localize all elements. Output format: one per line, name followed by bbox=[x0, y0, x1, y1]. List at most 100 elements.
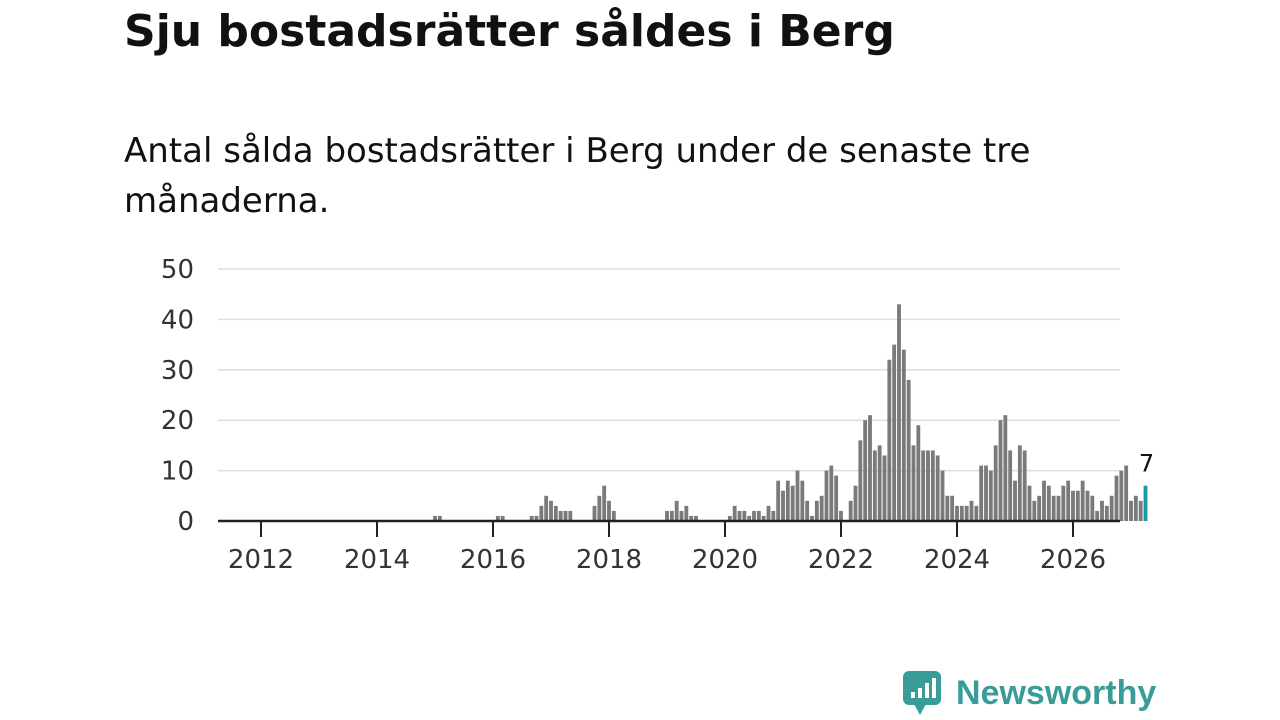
bar bbox=[863, 420, 868, 521]
bar bbox=[930, 450, 935, 521]
bar bbox=[1037, 495, 1042, 521]
bar bbox=[495, 515, 500, 521]
bar bbox=[1085, 490, 1090, 521]
bar bbox=[1114, 475, 1119, 521]
bar bbox=[776, 480, 781, 521]
bar bbox=[834, 475, 839, 521]
bar bbox=[665, 510, 669, 521]
bar bbox=[694, 515, 698, 521]
brand-name: Newsworthy bbox=[956, 673, 1157, 712]
bar bbox=[887, 359, 892, 521]
bar bbox=[674, 500, 679, 521]
page-title: Sju bostadsrätter såldes i Berg bbox=[124, 6, 895, 57]
bar bbox=[964, 505, 969, 521]
bar bbox=[858, 440, 863, 521]
bar bbox=[1143, 485, 1148, 521]
bar bbox=[607, 500, 611, 521]
data-label: 7 bbox=[1139, 450, 1154, 478]
bar bbox=[1133, 495, 1138, 521]
bar bbox=[790, 485, 795, 521]
x-tick-label: 2018 bbox=[576, 545, 642, 575]
bar bbox=[1129, 500, 1133, 521]
bar bbox=[901, 349, 906, 521]
bar bbox=[882, 455, 887, 521]
bar bbox=[868, 415, 872, 521]
bar bbox=[1022, 450, 1027, 521]
bar bbox=[539, 505, 544, 521]
bar bbox=[950, 495, 955, 521]
bar bbox=[795, 470, 800, 521]
bar bbox=[974, 505, 979, 521]
bar bbox=[1071, 490, 1075, 521]
bar bbox=[1042, 480, 1046, 521]
bar bbox=[689, 515, 694, 521]
bar bbox=[669, 510, 674, 521]
bar bbox=[921, 450, 926, 521]
bar bbox=[892, 344, 897, 521]
bar bbox=[1008, 450, 1013, 521]
bar bbox=[771, 510, 776, 521]
bar bbox=[737, 510, 742, 521]
bar bbox=[824, 470, 829, 521]
bar bbox=[955, 505, 959, 521]
bar bbox=[785, 480, 790, 521]
bar bbox=[805, 500, 810, 521]
bar bbox=[1066, 480, 1071, 521]
y-tick-label: 10 bbox=[161, 457, 194, 487]
newsworthy-logo-icon bbox=[903, 671, 941, 715]
bar bbox=[500, 515, 505, 521]
bar bbox=[969, 500, 974, 521]
x-tick-label: 2014 bbox=[344, 545, 410, 575]
bar bbox=[814, 500, 819, 521]
bar bbox=[534, 515, 539, 521]
bar bbox=[1138, 500, 1143, 521]
bar bbox=[1109, 495, 1114, 521]
y-tick-label: 0 bbox=[177, 507, 194, 537]
bar bbox=[529, 515, 534, 521]
bar bbox=[1056, 495, 1061, 521]
bar bbox=[993, 445, 998, 521]
y-tick-label: 20 bbox=[161, 406, 194, 436]
bar bbox=[810, 515, 814, 521]
bar bbox=[553, 505, 558, 521]
bar bbox=[684, 505, 689, 521]
bar bbox=[597, 495, 602, 521]
bar bbox=[558, 510, 563, 521]
bar bbox=[602, 485, 607, 521]
bar bbox=[1061, 485, 1066, 521]
bar bbox=[679, 510, 684, 521]
bar bbox=[872, 450, 877, 521]
bar bbox=[853, 485, 858, 521]
bar bbox=[1090, 495, 1095, 521]
bar bbox=[1080, 480, 1085, 521]
bar bbox=[1119, 470, 1124, 521]
bar bbox=[1104, 505, 1109, 521]
chart-subtitle: Antal sålda bostadsrätter i Berg under d… bbox=[124, 131, 1031, 221]
bar bbox=[761, 515, 766, 521]
bar bbox=[781, 490, 785, 521]
bar bbox=[984, 465, 988, 521]
bar bbox=[756, 510, 761, 521]
bar bbox=[848, 500, 853, 521]
bar bbox=[916, 425, 921, 521]
bar bbox=[433, 515, 437, 521]
bar bbox=[988, 470, 993, 521]
bar bbox=[819, 495, 824, 521]
bar bbox=[1100, 500, 1104, 521]
bar bbox=[732, 505, 737, 521]
x-tick-label: 2022 bbox=[808, 545, 874, 575]
bar bbox=[1075, 490, 1080, 521]
bar bbox=[1003, 415, 1008, 521]
bar bbox=[611, 510, 616, 521]
bar bbox=[727, 515, 732, 521]
bar bbox=[1046, 485, 1051, 521]
bar bbox=[911, 445, 916, 521]
bar bbox=[897, 304, 901, 521]
y-tick-label: 40 bbox=[161, 305, 194, 335]
bar bbox=[549, 500, 553, 521]
x-tick-label: 2024 bbox=[924, 545, 990, 575]
bar bbox=[766, 505, 771, 521]
bar bbox=[742, 510, 747, 521]
bar bbox=[752, 510, 756, 521]
bar bbox=[940, 470, 945, 521]
